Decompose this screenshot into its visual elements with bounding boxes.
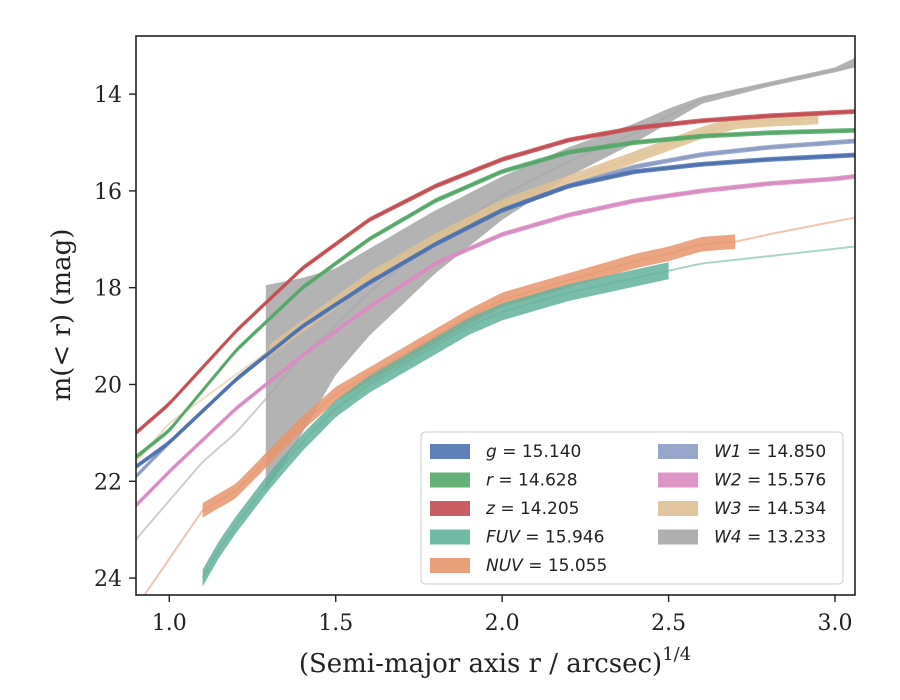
series-r-line bbox=[136, 129, 855, 459]
legend-label: W2 = 15.576 bbox=[714, 471, 826, 491]
x-tick-label: 3.0 bbox=[818, 611, 853, 636]
legend-item-w1: W1 = 14.850 bbox=[658, 442, 826, 462]
x-tick-label: 1.5 bbox=[318, 611, 353, 636]
series-w2 bbox=[136, 173, 855, 508]
series-r bbox=[136, 128, 855, 460]
x-axis-label: (Semi-major axis r / arcsec)1/4 bbox=[299, 644, 691, 679]
y-axis-label: m(< r) (mag) bbox=[47, 229, 77, 402]
legend-swatch bbox=[658, 529, 698, 545]
y-tick-label: 22 bbox=[94, 470, 122, 495]
series-z-line bbox=[136, 110, 855, 434]
series-fuv bbox=[201, 245, 855, 587]
legend-item-z: z = 14.205 bbox=[430, 499, 579, 519]
legend-swatch bbox=[430, 529, 470, 545]
legend-item-r: r = 14.628 bbox=[430, 471, 578, 491]
legend: g = 15.140 r = 14.628 z = 14.205 FUV = 15.9… bbox=[420, 431, 844, 585]
series-g-band bbox=[136, 152, 855, 470]
legend-label: g = 15.140 bbox=[486, 442, 581, 462]
y-tick-label: 24 bbox=[94, 567, 122, 592]
legend-swatch bbox=[430, 444, 470, 459]
series-g bbox=[136, 152, 855, 470]
legend-label: W4 = 13.233 bbox=[714, 528, 826, 548]
series-z-band bbox=[136, 109, 855, 436]
legend-swatch bbox=[430, 501, 470, 516]
series-nuv bbox=[143, 216, 855, 595]
legend-label: W3 = 14.534 bbox=[714, 499, 826, 519]
x-tick-label: 2.0 bbox=[485, 611, 520, 636]
legend-swatch bbox=[658, 472, 698, 488]
legend-item-fuv: FUV = 15.946 bbox=[430, 528, 604, 548]
legend-label: NUV = 15.055 bbox=[486, 556, 607, 576]
y-tick-label: 14 bbox=[94, 83, 122, 108]
x-tick-label: 1.0 bbox=[152, 611, 187, 636]
legend-swatch bbox=[430, 558, 470, 573]
legend-swatch bbox=[658, 444, 698, 459]
legend-frame bbox=[420, 431, 844, 585]
x-tick-label: 2.5 bbox=[651, 611, 686, 636]
legend-label: W1 = 14.850 bbox=[714, 442, 826, 462]
legend-item-nuv: NUV = 15.055 bbox=[430, 556, 607, 576]
y-tick-label: 20 bbox=[94, 373, 122, 398]
y-tick-label: 16 bbox=[94, 180, 122, 205]
y-tick-label: 18 bbox=[94, 277, 122, 302]
series-layer bbox=[136, 57, 855, 595]
legend-item-w4: W4 = 13.233 bbox=[658, 528, 826, 548]
series-w3 bbox=[136, 112, 819, 463]
legend-item-g: g = 15.140 bbox=[430, 442, 581, 462]
legend-label: z = 14.205 bbox=[485, 499, 579, 519]
series-r-band bbox=[136, 128, 855, 460]
series-r-model-line bbox=[136, 129, 855, 458]
x-axis-label-exponent: 1/4 bbox=[662, 644, 691, 665]
x-axis: 1.0 1.5 2.0 2.5 3.0 bbox=[152, 595, 853, 636]
legend-swatch bbox=[430, 472, 470, 488]
legend-item-w2: W2 = 15.576 bbox=[658, 471, 826, 491]
y-axis: 14 16 18 20 22 24 bbox=[94, 83, 136, 592]
legend-label: r = 14.628 bbox=[486, 471, 578, 491]
plot-area bbox=[135, 35, 856, 596]
legend-label: FUV = 15.946 bbox=[486, 528, 604, 548]
series-g-line bbox=[136, 153, 855, 468]
legend-item-w3: W3 = 14.534 bbox=[658, 499, 826, 519]
legend-swatch bbox=[658, 501, 698, 516]
series-z bbox=[136, 109, 855, 436]
plot-frame bbox=[135, 35, 856, 596]
series-w2-line bbox=[136, 175, 855, 507]
